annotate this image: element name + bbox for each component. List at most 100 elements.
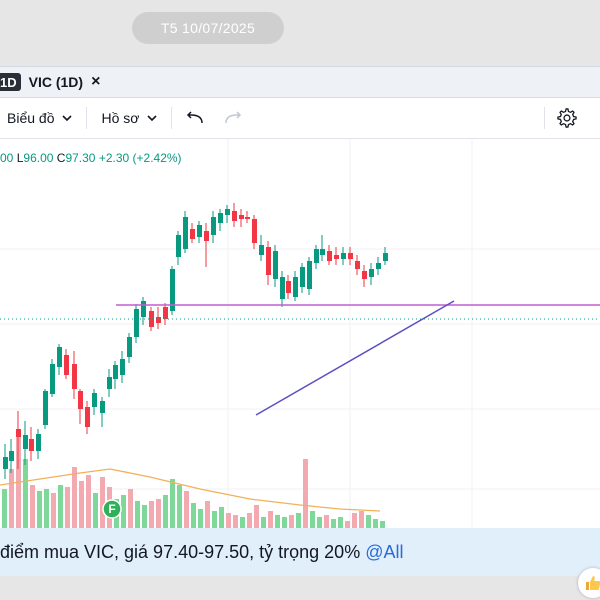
candle-body (341, 253, 346, 259)
tab-title[interactable]: VIC (1D) (28, 74, 84, 90)
volume-bar (170, 479, 175, 529)
volume-bar (65, 487, 70, 529)
candle-body (259, 245, 264, 255)
chat-message: điểm mua VIC, giá 97.40-97.50, tỷ trọng … (0, 528, 600, 576)
close-tab-icon[interactable]: × (91, 73, 101, 90)
date-pill: T5 10/07/2025 (132, 12, 284, 44)
candle (334, 247, 339, 265)
candle (225, 205, 230, 223)
candle (72, 351, 77, 399)
price-chart[interactable]: F (0, 139, 600, 529)
high-value: 00 (0, 151, 14, 165)
volume-bar (198, 509, 203, 529)
candle-body (307, 261, 312, 289)
volume-bar (184, 491, 189, 529)
candle-body (334, 255, 339, 259)
candle-body (286, 281, 291, 293)
candle (286, 275, 291, 299)
candle (50, 359, 55, 397)
candle-body (239, 215, 244, 219)
volume-bar (2, 489, 7, 529)
candle-body (156, 317, 161, 323)
reaction-button[interactable] (578, 568, 600, 598)
candle (57, 344, 62, 375)
candle-body (232, 211, 237, 221)
undo-icon[interactable] (186, 111, 204, 125)
candle-body (383, 253, 388, 261)
volume-bar (72, 467, 77, 529)
candle-body (134, 309, 139, 337)
volume-bar (359, 511, 364, 529)
profile-menu-label: Hồ sơ (101, 110, 140, 126)
toolbar-divider (86, 107, 88, 129)
message-text: điểm mua VIC, giá 97.40-97.50, tỷ trọng … (0, 541, 361, 562)
candle (23, 421, 28, 465)
candle (120, 351, 125, 383)
candle (232, 203, 237, 227)
candle-body (78, 391, 83, 409)
redo-icon[interactable] (224, 111, 242, 125)
candle-body (85, 407, 90, 427)
volume-bar (303, 459, 308, 529)
candle-body (16, 429, 21, 437)
candle (85, 401, 90, 434)
volume-bar (331, 519, 336, 529)
volume-bar (23, 459, 28, 529)
candle-body (3, 457, 8, 469)
profile-menu-button[interactable]: Hồ sơ (101, 110, 158, 126)
candle-body (218, 213, 223, 223)
low-value: 96.00 (23, 151, 54, 165)
candle (92, 389, 97, 415)
candle-body (197, 225, 202, 237)
chart-toolbar: Biểu đồ Hồ sơ (0, 98, 600, 139)
candle-body (100, 401, 105, 413)
volume-bar (135, 501, 140, 529)
chevron-down-icon (62, 114, 73, 121)
candle (29, 427, 34, 461)
date-label: T5 10/07/2025 (160, 20, 256, 36)
candle (239, 209, 244, 227)
candle-body (183, 217, 188, 249)
volume-bar (296, 513, 301, 529)
volume-bar (247, 513, 252, 529)
candle (107, 369, 112, 397)
volume-bar (205, 501, 210, 529)
candle-body (245, 217, 250, 219)
chart-menu-button[interactable]: Biểu đồ (7, 110, 73, 126)
gear-icon[interactable] (556, 107, 578, 129)
candle-body (204, 231, 209, 241)
candle (307, 257, 312, 295)
candle-body (280, 277, 285, 299)
volume-bar (149, 501, 154, 529)
volume-bar (324, 515, 329, 529)
volume-bar (9, 469, 14, 529)
volume-bar (30, 485, 35, 529)
candle-body (149, 311, 154, 327)
volume-bar (142, 505, 147, 529)
candle-body (113, 365, 118, 379)
event-marker[interactable]: F (102, 499, 122, 519)
candle-body (252, 219, 257, 243)
volume-bar (128, 489, 133, 529)
close-value: 97.30 (65, 151, 96, 165)
volume-bar (282, 517, 287, 529)
candle (218, 209, 223, 231)
volume-bar (345, 521, 350, 529)
chart-card: 1D VIC (1D) × Biểu đồ Hồ sơ F 00 L96.00 … (0, 66, 600, 529)
mention-all[interactable]: @All (365, 541, 404, 562)
candle (300, 263, 305, 293)
candle (197, 221, 202, 243)
volume-bar (93, 493, 98, 529)
candle (64, 349, 69, 379)
candle-body (362, 271, 367, 279)
candle-body (72, 364, 77, 389)
candle (3, 444, 8, 479)
chart-menu-label: Biểu đồ (7, 110, 55, 126)
candle (369, 263, 374, 285)
volume-bar (58, 485, 63, 529)
thumbs-up-icon (586, 576, 600, 590)
volume-bar (100, 477, 105, 529)
candle-body (314, 249, 319, 263)
candle (141, 297, 146, 325)
candle-body (9, 451, 14, 461)
